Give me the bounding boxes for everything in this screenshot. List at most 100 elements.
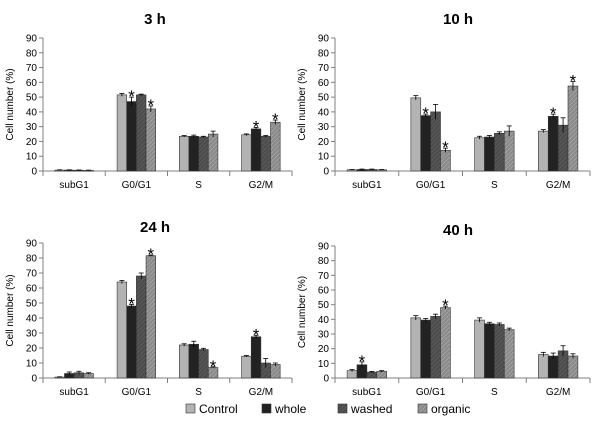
legend-label: Control [199, 402, 238, 416]
y-tick-label: 50 [318, 300, 330, 311]
legend-swatch [417, 403, 428, 414]
y-tick-label: 50 [26, 93, 38, 104]
chart-legend: Control whole washed organic [185, 402, 470, 416]
y-tick-label: 20 [26, 344, 38, 355]
y-tick-label: 90 [26, 239, 38, 250]
bar [410, 97, 422, 172]
bar [136, 94, 147, 172]
legend-swatch [261, 403, 272, 414]
bar [547, 355, 559, 379]
y-tick-label: 10 [318, 152, 330, 163]
bar [260, 135, 271, 172]
y-tick-label: 10 [318, 359, 330, 370]
y-tick-label: 30 [26, 329, 38, 340]
y-tick-label: 20 [26, 137, 38, 148]
significance-marker: * [128, 295, 135, 314]
y-tick-label: 0 [323, 167, 329, 178]
bar [126, 101, 137, 172]
bar [538, 354, 549, 379]
bar [136, 275, 147, 379]
significance-marker: * [570, 72, 577, 91]
y-tick-label: 80 [26, 48, 38, 59]
y-tick-label: 80 [318, 48, 330, 59]
y-tick-label: 90 [318, 34, 330, 45]
bar [494, 324, 505, 379]
bar [474, 137, 485, 172]
x-tick-label: S [491, 180, 498, 191]
bar [484, 323, 495, 379]
bar [410, 317, 422, 379]
bar [474, 319, 485, 379]
x-tick-label: subG1 [352, 180, 382, 191]
y-axis-label: Cell number (%) [297, 68, 308, 140]
y-tick-label: 70 [318, 63, 330, 74]
bar [538, 130, 549, 172]
y-tick-label: 0 [323, 374, 329, 385]
bar [179, 344, 190, 379]
y-tick-label: 60 [318, 78, 330, 89]
bar [207, 133, 219, 172]
chart-title: 24 h [140, 219, 170, 236]
bar [503, 329, 515, 379]
y-tick-label: 40 [26, 314, 38, 325]
legend-label: organic [431, 402, 470, 416]
chart-panel: 40 h Cell number (%) 0 10 20 30 40 50 60 70 80 90 su… [297, 222, 591, 398]
x-tick-label: G2/M [546, 180, 570, 191]
y-tick-label: 0 [31, 167, 37, 178]
y-tick-label: 80 [26, 254, 38, 265]
chart-title: 10 h [443, 11, 473, 28]
bar [145, 255, 156, 379]
x-tick-label: G0/G1 [122, 387, 152, 398]
significance-marker: * [148, 96, 155, 115]
bar [126, 305, 137, 379]
bar [188, 343, 199, 379]
y-tick-label: 0 [31, 374, 37, 385]
bar [188, 135, 199, 172]
bar [198, 136, 209, 172]
x-tick-label: subG1 [59, 387, 89, 398]
x-tick-label: G2/M [546, 387, 570, 398]
x-tick-label: S [195, 387, 202, 398]
bar [484, 136, 495, 172]
y-tick-label: 20 [318, 344, 330, 355]
legend-swatch [185, 403, 196, 414]
y-axis-label: Cell number (%) [297, 276, 308, 348]
significance-marker: * [253, 117, 260, 136]
chart-title: 3 h [144, 11, 166, 28]
y-tick-label: 50 [26, 299, 38, 310]
significance-marker: * [253, 325, 260, 344]
chart-panel: 3 h Cell number (%) 0 10 20 30 40 50 60 70 80 90 sub… [5, 11, 293, 191]
legend-label: washed [350, 402, 392, 416]
x-tick-label: S [195, 180, 202, 191]
y-tick-label: 10 [26, 359, 38, 370]
significance-marker: * [442, 296, 449, 315]
bar [198, 349, 209, 379]
bar [567, 85, 579, 172]
y-tick-label: 90 [318, 242, 330, 253]
bar [270, 364, 281, 379]
chart-title: 40 h [443, 222, 473, 239]
bar [567, 355, 579, 379]
bar [440, 307, 451, 379]
bar [547, 116, 559, 172]
legend-label: whole [274, 402, 307, 416]
chart-panel: 24 h Cell number (%) 0 10 20 30 40 50 60 70 80 90 su… [5, 219, 293, 398]
y-tick-label: 20 [318, 137, 330, 148]
bar [179, 135, 190, 172]
y-tick-label: 40 [318, 107, 330, 118]
y-tick-label: 50 [318, 93, 330, 104]
x-tick-label: G2/M [249, 387, 273, 398]
significance-marker: * [272, 110, 279, 129]
bar [241, 355, 252, 379]
x-tick-label: subG1 [59, 180, 89, 191]
y-tick-label: 60 [26, 78, 38, 89]
y-axis-label: Cell number (%) [5, 274, 16, 346]
x-tick-label: S [491, 387, 498, 398]
x-tick-label: subG1 [352, 387, 382, 398]
significance-marker: * [210, 357, 217, 376]
y-tick-label: 40 [26, 107, 38, 118]
significance-marker: * [128, 87, 135, 106]
y-tick-label: 30 [318, 122, 330, 133]
bar [145, 108, 156, 172]
